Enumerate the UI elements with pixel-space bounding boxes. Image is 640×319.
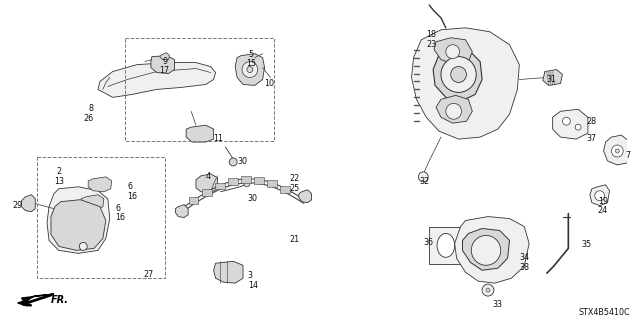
Polygon shape bbox=[299, 190, 312, 203]
Bar bbox=[228, 178, 238, 185]
Text: 6
16: 6 16 bbox=[127, 182, 138, 201]
Text: 31: 31 bbox=[547, 75, 557, 84]
Text: 6
16: 6 16 bbox=[116, 204, 125, 222]
Text: 18
23: 18 23 bbox=[426, 30, 436, 48]
Circle shape bbox=[471, 235, 500, 265]
Circle shape bbox=[229, 158, 237, 166]
Polygon shape bbox=[412, 28, 519, 139]
Polygon shape bbox=[436, 95, 472, 123]
Polygon shape bbox=[463, 228, 509, 270]
Text: 30: 30 bbox=[237, 157, 247, 166]
Text: 7: 7 bbox=[625, 151, 630, 160]
Bar bbox=[215, 182, 225, 189]
Text: 29: 29 bbox=[13, 201, 23, 210]
Polygon shape bbox=[160, 53, 170, 60]
Circle shape bbox=[486, 288, 490, 292]
Bar bbox=[429, 226, 463, 264]
Text: 2
13: 2 13 bbox=[54, 167, 64, 186]
Polygon shape bbox=[214, 261, 243, 283]
Text: 27: 27 bbox=[144, 270, 154, 279]
Text: 9
17: 9 17 bbox=[159, 57, 170, 75]
Circle shape bbox=[482, 284, 494, 296]
Text: FR.: FR. bbox=[51, 295, 69, 305]
Text: 30: 30 bbox=[248, 194, 258, 203]
Polygon shape bbox=[433, 48, 482, 101]
Text: 5
15: 5 15 bbox=[246, 50, 256, 68]
Circle shape bbox=[244, 181, 250, 187]
Polygon shape bbox=[454, 217, 529, 283]
Circle shape bbox=[611, 145, 623, 157]
Polygon shape bbox=[98, 63, 216, 97]
Text: 36: 36 bbox=[423, 238, 433, 248]
Circle shape bbox=[242, 62, 258, 78]
Text: 32: 32 bbox=[419, 177, 429, 186]
Text: STX4B5410C: STX4B5410C bbox=[578, 308, 630, 317]
Polygon shape bbox=[47, 187, 109, 253]
Polygon shape bbox=[434, 38, 472, 64]
Circle shape bbox=[446, 103, 461, 119]
Text: 10: 10 bbox=[264, 79, 275, 88]
Text: 34
38: 34 38 bbox=[519, 253, 529, 272]
Bar bbox=[202, 189, 212, 196]
Polygon shape bbox=[196, 174, 218, 193]
Bar bbox=[241, 176, 251, 183]
Polygon shape bbox=[18, 294, 54, 306]
Text: 37: 37 bbox=[586, 134, 596, 143]
Polygon shape bbox=[604, 135, 631, 165]
Ellipse shape bbox=[437, 234, 454, 257]
Polygon shape bbox=[543, 70, 563, 85]
Text: 33: 33 bbox=[493, 300, 503, 309]
Bar bbox=[280, 186, 291, 193]
Text: 3
14: 3 14 bbox=[248, 271, 258, 290]
Text: 21: 21 bbox=[289, 235, 299, 244]
Polygon shape bbox=[175, 205, 188, 218]
Bar bbox=[254, 177, 264, 183]
Circle shape bbox=[575, 124, 581, 130]
Text: 11: 11 bbox=[214, 134, 223, 143]
Polygon shape bbox=[553, 109, 588, 139]
Text: 8
26: 8 26 bbox=[83, 104, 93, 123]
Text: 4: 4 bbox=[205, 172, 210, 181]
Polygon shape bbox=[51, 200, 106, 250]
Circle shape bbox=[616, 149, 620, 153]
Circle shape bbox=[446, 45, 460, 59]
Text: 28: 28 bbox=[586, 117, 596, 126]
Polygon shape bbox=[88, 177, 112, 192]
Polygon shape bbox=[186, 125, 214, 142]
Polygon shape bbox=[590, 185, 609, 206]
Circle shape bbox=[563, 117, 570, 125]
Polygon shape bbox=[235, 54, 264, 85]
Text: 35: 35 bbox=[581, 241, 591, 249]
Bar bbox=[268, 180, 277, 187]
Circle shape bbox=[79, 242, 87, 250]
Polygon shape bbox=[81, 195, 104, 210]
Polygon shape bbox=[151, 56, 175, 73]
Bar bbox=[189, 197, 198, 204]
Circle shape bbox=[451, 67, 467, 82]
Circle shape bbox=[247, 67, 253, 72]
Circle shape bbox=[595, 191, 605, 201]
Circle shape bbox=[441, 57, 476, 93]
Text: 22
25: 22 25 bbox=[289, 174, 300, 193]
Text: 19
24: 19 24 bbox=[598, 197, 608, 215]
Circle shape bbox=[419, 172, 428, 182]
Polygon shape bbox=[22, 195, 35, 211]
